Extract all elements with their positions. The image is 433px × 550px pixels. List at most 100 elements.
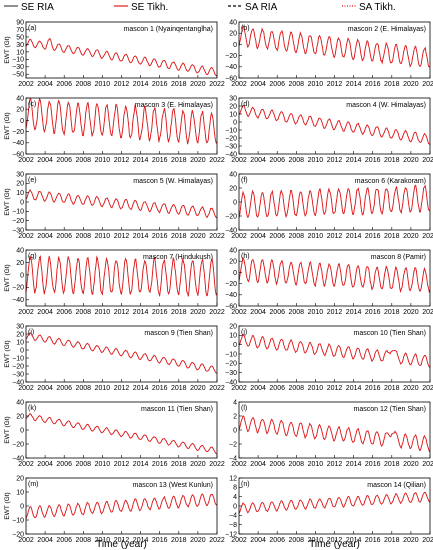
x-tick-label: 2020 — [403, 81, 419, 88]
x-tick-label: 2014 — [133, 81, 149, 88]
y-tick-label: −12 — [225, 531, 237, 538]
x-tick-label: 2002 — [231, 233, 247, 240]
y-tick-label: −10 — [225, 351, 237, 358]
y-tick-label: −10 — [12, 355, 24, 362]
x-tick-label: 2016 — [365, 233, 381, 240]
x-tick-label: 2014 — [133, 537, 149, 544]
y-tick-label: 0 — [233, 270, 237, 277]
panel-letter: (i) — [28, 329, 34, 336]
x-tick-label: 2006 — [56, 233, 72, 240]
y-tick-label: 0 — [233, 42, 237, 49]
y-tick-label: 30 — [16, 323, 24, 330]
y-tick-label: 10 — [16, 49, 24, 56]
x-tick-label: 2020 — [403, 537, 419, 544]
legend-entry: SE Tikh. — [131, 2, 168, 13]
x-tick-label: 2016 — [152, 309, 168, 316]
y-tick-label: 8 — [233, 485, 237, 492]
x-tick-label: 2004 — [250, 309, 266, 316]
x-tick-label: 2022 — [422, 385, 433, 392]
x-tick-label: 2006 — [269, 385, 285, 392]
x-tick-label: 2022 — [422, 461, 433, 468]
x-tick-label: 2010 — [95, 233, 111, 240]
y-tick-label: −60 — [225, 75, 237, 82]
y-tick-label: −50 — [12, 72, 24, 79]
y-tick-label: 20 — [16, 260, 24, 267]
x-tick-label: 2006 — [56, 461, 72, 468]
x-tick-label: 2008 — [289, 537, 305, 544]
panel-title: mascon 9 (Tien Shan) — [144, 330, 213, 337]
y-tick-label: −20 — [12, 218, 24, 225]
x-tick-label: 2012 — [327, 309, 343, 316]
x-tick-label: 2014 — [133, 157, 149, 164]
x-tick-label: 2022 — [209, 309, 225, 316]
x-tick-label: 2012 — [114, 385, 130, 392]
x-tick-label: 2002 — [231, 461, 247, 468]
y-tick-label: 4 — [233, 494, 237, 501]
x-tick-label: 2010 — [95, 309, 111, 316]
y-tick-label: −30 — [12, 227, 24, 234]
x-tick-label: 2006 — [56, 385, 72, 392]
x-tick-label: 2008 — [76, 385, 92, 392]
x-tick-label: 2022 — [209, 81, 225, 88]
x-tick-label: 2020 — [403, 461, 419, 468]
panel-title: mascon 7 (Hindukush) — [143, 254, 213, 261]
x-tick-label: 2002 — [231, 157, 247, 164]
y-axis-label: EWT (Gt) — [4, 264, 11, 291]
x-tick-label: 2004 — [37, 537, 53, 544]
y-tick-label: 0 — [233, 427, 237, 434]
panel-title: mascon 4 (W. Himalayas) — [346, 102, 426, 109]
panel-letter: (m) — [28, 481, 39, 488]
x-tick-label: 2020 — [190, 157, 206, 164]
x-tick-label: 2020 — [403, 233, 419, 240]
x-tick-label: 2012 — [327, 81, 343, 88]
x-tick-label: 2016 — [152, 461, 168, 468]
x-tick-label: 2018 — [384, 81, 400, 88]
y-tick-label: 10 — [229, 333, 237, 340]
y-tick-label: 10 — [16, 190, 24, 197]
x-tick-label: 2008 — [289, 385, 305, 392]
x-tick-label: 2002 — [18, 233, 34, 240]
panel-letter: (b) — [241, 25, 250, 32]
series-sa-ria — [25, 189, 218, 218]
x-tick-label: 2002 — [231, 309, 247, 316]
x-tick-label: 2020 — [190, 537, 206, 544]
y-tick-label: 20 — [229, 259, 237, 266]
y-tick-label: −2 — [229, 441, 237, 448]
x-tick-label: 2012 — [114, 157, 130, 164]
y-tick-label: −20 — [225, 213, 237, 220]
series-sa-ria — [238, 105, 431, 145]
y-tick-label: −40 — [12, 379, 24, 386]
y-tick-label: −10 — [12, 57, 24, 64]
y-tick-label: 10 — [16, 339, 24, 346]
y-tick-label: −40 — [225, 292, 237, 299]
y-tick-label: −30 — [225, 370, 237, 377]
x-tick-label: 2014 — [346, 233, 362, 240]
x-tick-label: 2008 — [76, 309, 92, 316]
x-tick-label: 2012 — [114, 81, 130, 88]
y-tick-label: −40 — [225, 227, 237, 234]
x-tick-label: 2018 — [171, 233, 187, 240]
x-tick-label: 2012 — [114, 233, 130, 240]
y-tick-label: −40 — [12, 455, 24, 462]
x-tick-label: 2002 — [18, 537, 34, 544]
x-tick-label: 2004 — [37, 233, 53, 240]
x-tick-label: 2016 — [365, 537, 381, 544]
panel-title: mascon 8 (Pamir) — [371, 254, 426, 261]
x-tick-label: 2016 — [152, 537, 168, 544]
x-tick-label: 2022 — [422, 309, 433, 316]
series-se-tikh — [25, 493, 218, 519]
x-tick-label: 2004 — [37, 385, 53, 392]
y-axis-label: EWT (Gt) — [4, 112, 11, 139]
y-tick-label: −20 — [225, 361, 237, 368]
x-tick-label: 2002 — [231, 385, 247, 392]
x-tick-label: 2018 — [171, 537, 187, 544]
x-tick-label: 2010 — [308, 309, 324, 316]
series-sa-ria — [238, 257, 431, 293]
x-tick-label: 2022 — [209, 385, 225, 392]
